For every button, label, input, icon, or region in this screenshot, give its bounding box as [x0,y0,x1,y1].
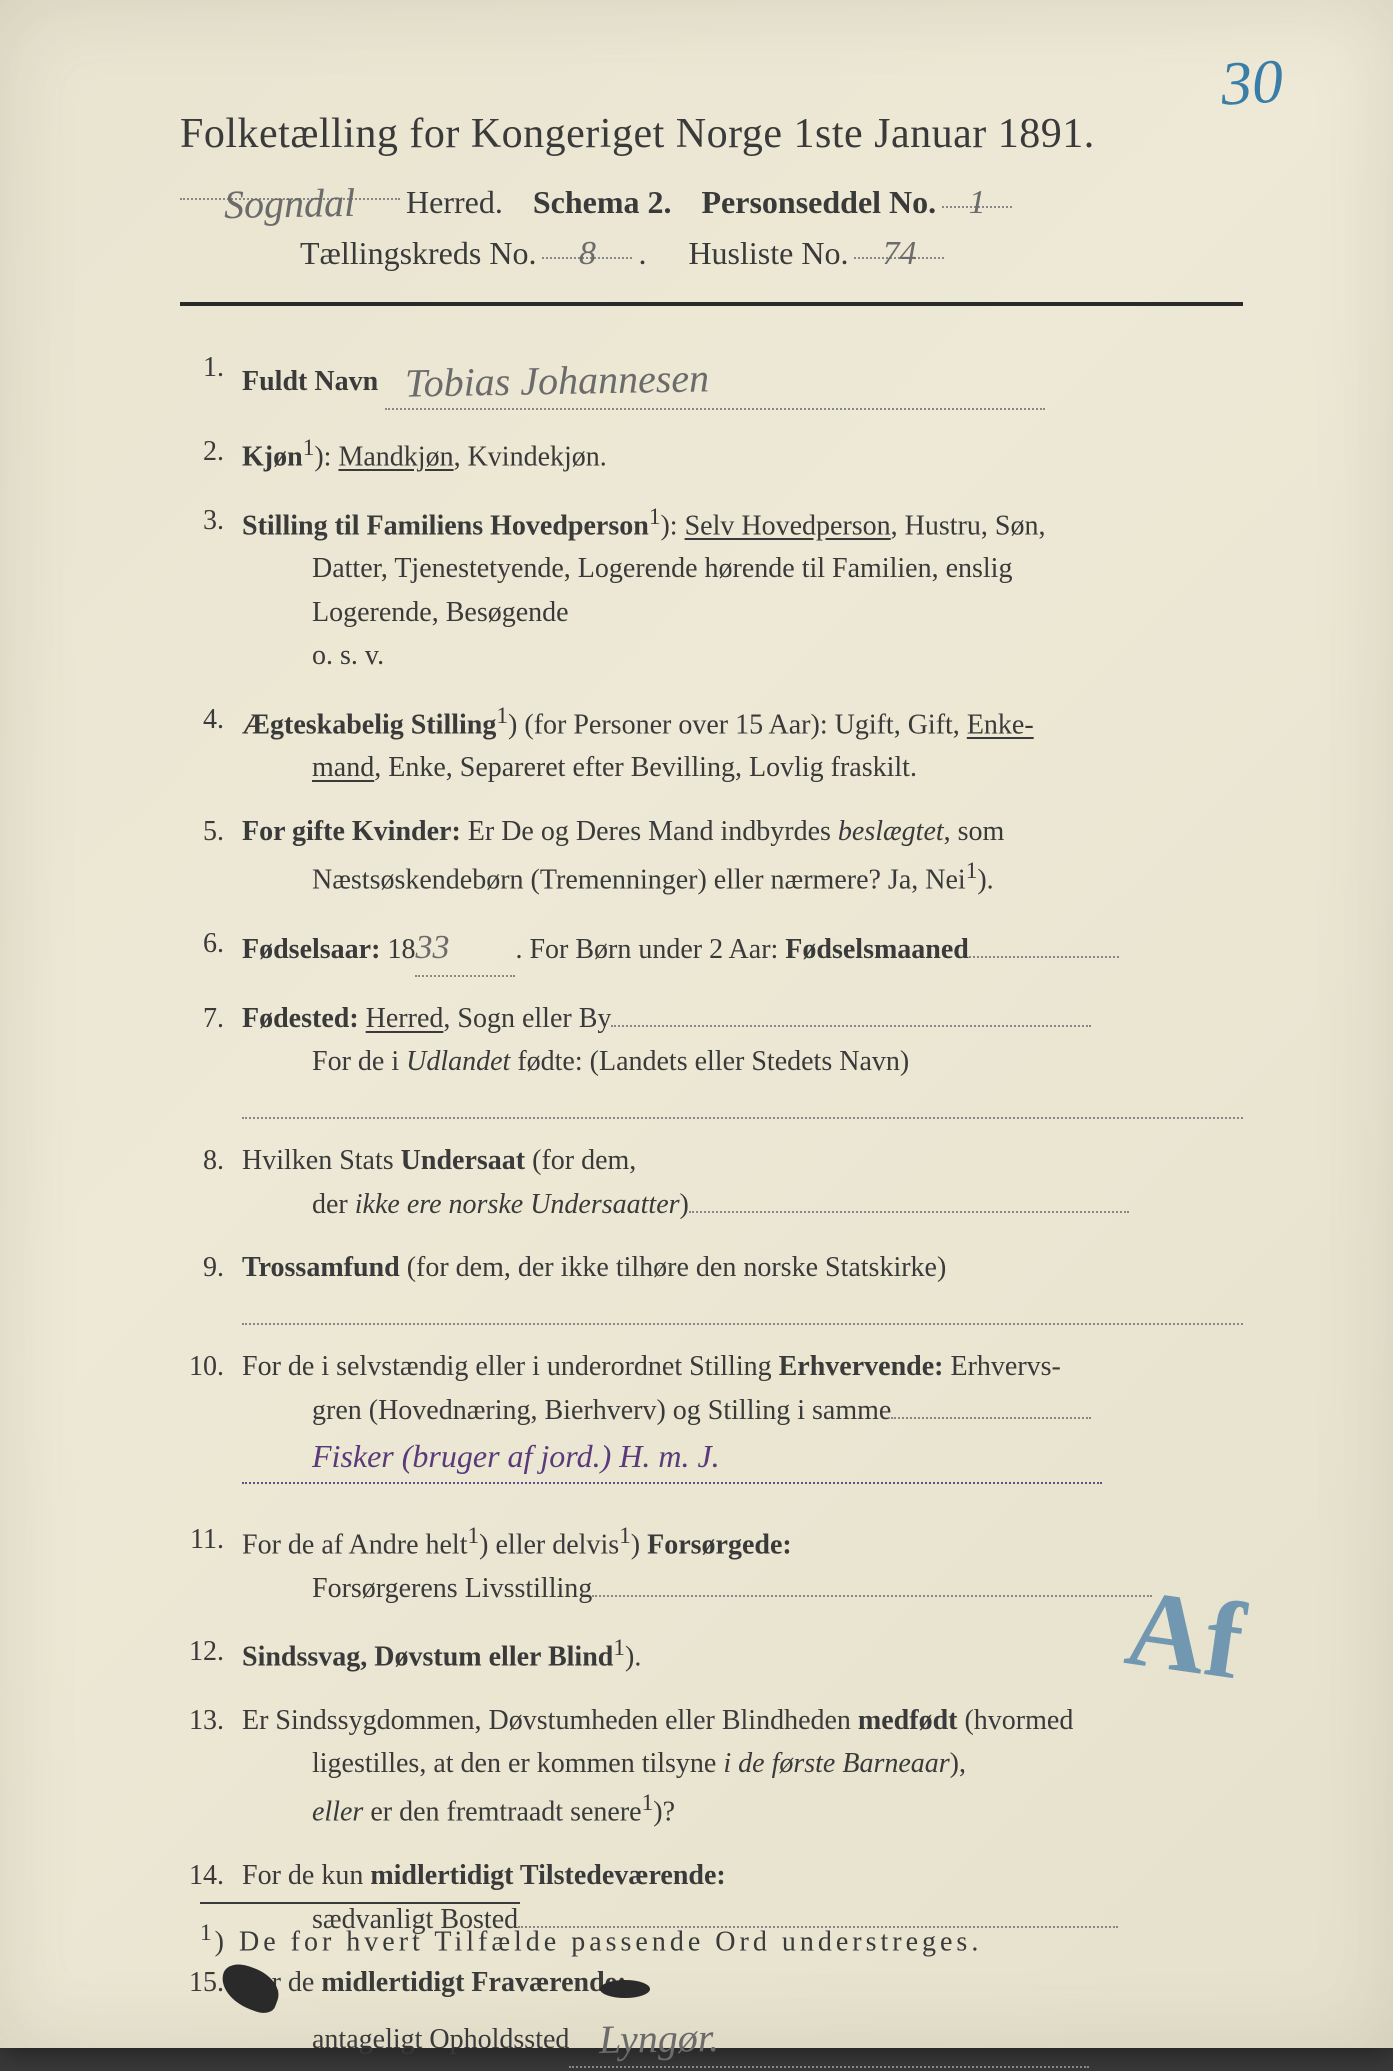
entry-4-selected: Enke- [967,709,1034,740]
entry-3-label: Stilling til Familiens Hovedperson [242,510,649,541]
entry-4-label: Ægteskabelig Stilling [242,709,496,740]
personseddel-value: 1 [969,184,986,222]
entry-9-num: 9. [180,1246,242,1325]
personseddel-label: Personseddel No. [701,184,936,221]
herred-label: Herred. [406,184,503,221]
divider-top [180,302,1243,306]
entry-11-num: 11. [180,1518,242,1610]
entry-10-num: 10. [180,1345,242,1483]
entry-6-value: 33 [415,922,449,975]
entry-4: 4. Ægteskabelig Stilling1) (for Personer… [180,698,1243,790]
entry-1-value: Tobias Johannesen [405,347,710,414]
entry-4-num: 4. [180,698,242,790]
entry-9: 9. Trossamfund (for dem, der ikke tilhør… [180,1246,1243,1325]
entry-5-num: 5. [180,810,242,902]
entry-7-selected: Herred [366,1003,444,1034]
tallingskreds-value: 8 [579,235,596,273]
entry-15-value: Lyngør. [599,2007,720,2071]
entry-7-num: 7. [180,997,242,1120]
entry-10: 10. For de i selvstændig eller i underor… [180,1345,1243,1483]
entry-8: 8. Hvilken Stats Undersaat (for dem, der… [180,1139,1243,1226]
census-form-page: 30 Folketælling for Kongeriget Norge 1st… [0,0,1393,2048]
tallingskreds-label: Tællingskreds No. [300,235,536,272]
entry-2: 2. Kjøn1): Mandkjøn, Kvindekjøn. [180,430,1243,479]
schema-label: Schema 2. [533,184,672,221]
entry-8-num: 8. [180,1139,242,1226]
entry-12: 12. Sindssvag, Døvstum eller Blind1). [180,1630,1243,1679]
entry-3-num: 3. [180,499,242,678]
entry-6-num: 6. [180,922,242,977]
entry-3: 3. Stilling til Familiens Hovedperson1):… [180,499,1243,678]
entry-10-value: Fisker (bruger af jord.) H. m. J. [312,1438,720,1474]
entry-2-selected: Mandkjøn [338,441,453,472]
page-dark-spot [600,1980,650,1998]
form-title: Folketælling for Kongeriget Norge 1ste J… [180,110,1243,158]
entry-1-num: 1. [180,346,242,410]
husliste-value: 74 [882,235,916,273]
header-row-1: Sogndal Herred. Schema 2. Personseddel N… [180,176,1243,221]
header-row-2: Tællingskreds No. 8 . Husliste No. 74 [300,235,1243,272]
entry-11: 11. For de af Andre helt1) eller delvis1… [180,1518,1243,1610]
herred-value: Sogndal [224,179,356,228]
footnote: 1) De for hvert Tilfælde passende Ord un… [200,1902,1213,1958]
entry-6: 6. Fødselsaar: 1833. For Børn under 2 Aa… [180,922,1243,977]
entry-7: 7. Fødested: Herred, Sogn eller By For d… [180,997,1243,1120]
entry-5: 5. For gifte Kvinder: Er De og Deres Man… [180,810,1243,902]
entry-13: 13. Er Sindssygdommen, Døvstumheden elle… [180,1699,1243,1835]
footnote-rule [200,1902,520,1904]
husliste-label: Husliste No. [688,235,848,272]
entry-1-label: Fuldt Navn [242,366,378,397]
entry-12-num: 12. [180,1630,242,1679]
entry-1: 1. Fuldt Navn Tobias Johannesen [180,346,1243,410]
entry-2-num: 2. [180,430,242,479]
entry-15: 15. For de midlertidigt Fraværende: anta… [180,1961,1243,2068]
page-number-annotation: 30 [1219,46,1285,120]
entry-2-label: Kjøn [242,441,303,472]
entry-13-num: 13. [180,1699,242,1835]
entry-3-selected: Selv Hovedperson [685,510,891,541]
blue-pencil-mark: Af [1119,1564,1252,1706]
